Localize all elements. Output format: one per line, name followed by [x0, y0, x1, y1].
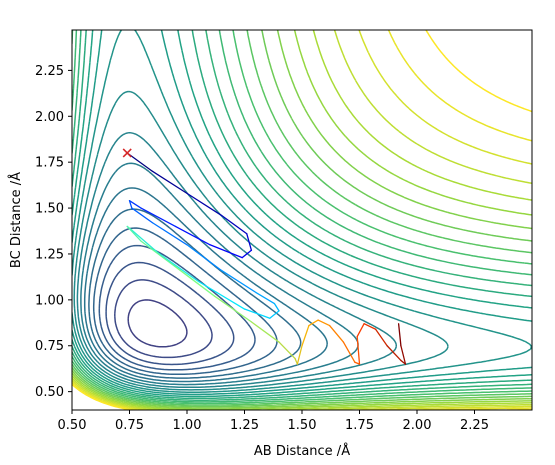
trajectory-segment	[128, 200, 133, 209]
contour-line	[72, 30, 532, 410]
trajectory-segment	[374, 328, 388, 347]
trajectory-segment	[220, 269, 257, 294]
x-axis-label: AB Distance /Å	[254, 443, 350, 459]
contour-line	[72, 30, 532, 410]
x-tick-label: 1.75	[345, 418, 374, 433]
trajectory-segment	[342, 341, 356, 363]
trajectory-segment	[246, 233, 253, 251]
contour-line	[92, 227, 278, 376]
trajectory-segment	[213, 295, 253, 323]
trajectory-segment	[354, 361, 361, 365]
trajectory-segment	[400, 345, 407, 365]
contour-line	[72, 30, 532, 410]
trajectory-segment	[126, 152, 154, 173]
trajectory-segment	[301, 324, 310, 347]
trajectory-segment	[131, 229, 161, 255]
trajectory-segment	[151, 170, 188, 195]
trajectory-segment	[151, 222, 188, 246]
contour-line	[76, 132, 398, 389]
contour-line	[127, 299, 188, 348]
y-tick-label: 2.00	[35, 110, 64, 125]
trajectory-segment	[174, 225, 211, 246]
x-tick-label: 2.00	[403, 418, 432, 433]
trajectory-segment	[278, 341, 296, 360]
trajectory-segment	[363, 323, 377, 330]
contour-line	[72, 30, 532, 406]
trajectory-segment	[140, 240, 177, 268]
trajectory-segment	[209, 244, 243, 259]
contour-line	[88, 208, 302, 379]
contour-line	[114, 279, 213, 359]
y-tick-label: 1.75	[35, 156, 64, 171]
x-tick-label: 1.25	[230, 418, 259, 433]
x-axis-ticks: 0.50 0.75 1.00 1.25 1.50 1.75 2.00 2.25	[58, 410, 489, 433]
trajectory-segment	[386, 345, 402, 362]
contour-line	[72, 30, 532, 408]
y-tick-label: 1.50	[35, 202, 64, 217]
x-tick-label: 0.50	[58, 418, 87, 433]
trajectory-segment	[269, 310, 280, 319]
contour-line	[72, 30, 532, 410]
trajectory-segment	[328, 324, 345, 343]
trajectory-segment	[128, 200, 142, 209]
y-tick-label: 2.25	[35, 64, 64, 79]
x-tick-label: 1.50	[288, 418, 317, 433]
trajectory-segment	[296, 345, 303, 365]
trajectory-segment	[273, 302, 280, 312]
trajectory-path	[126, 152, 407, 365]
trajectory-segment	[356, 323, 365, 338]
contour-line	[72, 30, 532, 401]
trajectory-segment	[220, 214, 248, 235]
start-marker-stroke	[122, 148, 132, 158]
y-axis-label: BC Distance /Å	[8, 172, 24, 268]
trajectory-segment	[308, 319, 319, 327]
contour-line	[72, 30, 532, 400]
trajectory-segment	[174, 266, 216, 297]
x-tick-label: 1.00	[173, 418, 202, 433]
trajectory-segment	[317, 319, 331, 327]
y-tick-label: 1.25	[35, 247, 64, 262]
trajectory-segment	[186, 244, 223, 272]
trajectory-segment	[255, 291, 276, 305]
contour-line	[72, 30, 532, 410]
contour-line	[72, 30, 532, 398]
y-tick-label: 0.50	[35, 385, 64, 400]
contour-line	[83, 187, 328, 383]
contour-line	[72, 30, 532, 405]
trajectory-segment	[126, 225, 142, 242]
x-tick-label: 0.75	[115, 418, 144, 433]
contour-line	[105, 261, 235, 366]
trajectory-segment	[197, 280, 246, 310]
trajectory-segment	[186, 192, 223, 217]
trajectory-segment	[397, 323, 402, 347]
trajectory-segment	[241, 249, 253, 259]
trajectory-segment	[158, 253, 200, 283]
contour-line	[73, 90, 449, 391]
x-tick-label: 2.25	[460, 418, 489, 433]
trajectory-segment	[140, 207, 177, 228]
start-marker	[122, 148, 132, 158]
y-tick-label: 0.75	[35, 339, 64, 354]
contour-line	[72, 30, 532, 409]
y-axis-ticks: 0.50 0.75 1.00 1.25 1.50 1.75 2.00 2.25	[35, 64, 72, 400]
trajectory-segment	[250, 321, 280, 343]
y-tick-label: 1.00	[35, 293, 64, 308]
trajectory-segment	[131, 207, 154, 224]
trajectory-segment	[356, 335, 361, 365]
trajectory-segment	[243, 308, 271, 319]
contour-line	[72, 30, 532, 396]
